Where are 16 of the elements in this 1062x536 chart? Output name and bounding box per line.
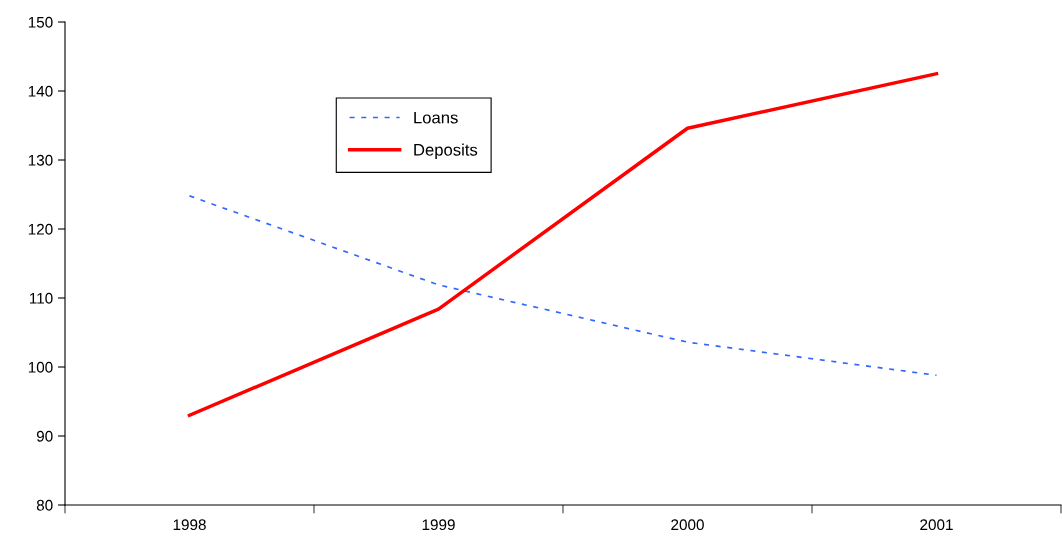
x-tick-label: 1999 bbox=[422, 519, 455, 531]
x-tick-label: 1998 bbox=[173, 519, 206, 531]
line-series bbox=[187, 72, 939, 418]
y-tick-label: 120 bbox=[28, 223, 53, 235]
y-tick-label: 110 bbox=[30, 292, 53, 304]
x-tick-label: 2000 bbox=[671, 519, 704, 531]
y-tick-label: 100 bbox=[28, 361, 53, 373]
legend-label: Loans bbox=[414, 111, 458, 124]
y-tick-label: 140 bbox=[28, 85, 53, 97]
legend-label: Deposits bbox=[414, 143, 478, 160]
y-tick-label: 130 bbox=[28, 154, 53, 166]
y-tick-label: 80 bbox=[36, 499, 53, 511]
x-tick-label: 2001 bbox=[920, 519, 953, 531]
y-tick-label: 150 bbox=[28, 16, 53, 28]
line-series bbox=[188, 195, 938, 377]
y-tick-label: 90 bbox=[36, 430, 53, 442]
